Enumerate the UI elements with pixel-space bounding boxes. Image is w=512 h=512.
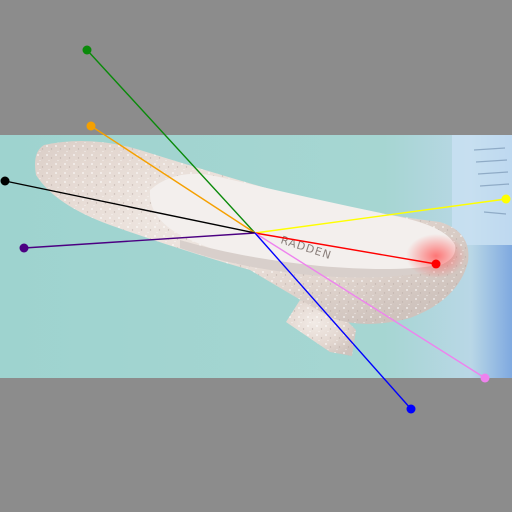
- backdrop-label-card: [452, 135, 512, 245]
- keypoint-orange: [86, 121, 96, 131]
- ray-purple: [23, 232, 256, 249]
- keypoint-green: [82, 45, 92, 55]
- ray-black: [4, 180, 256, 234]
- keypoint-red: [431, 259, 441, 269]
- ray-pink: [254, 232, 486, 379]
- keypoint-blue: [406, 404, 416, 414]
- ray-green: [86, 49, 256, 234]
- ray-blue: [254, 232, 412, 410]
- ray-yellow: [254, 198, 507, 234]
- top-letterbox: [0, 0, 512, 135]
- keypoint-yellow: [501, 194, 511, 204]
- red-glow: [406, 234, 466, 278]
- bottom-letterbox: [0, 378, 512, 512]
- shoe-lining: [149, 173, 456, 273]
- keypoint-pink: [480, 373, 490, 383]
- shoe-insole-shadow: [180, 240, 432, 278]
- keypoint-black: [0, 176, 10, 186]
- ray-orange: [90, 125, 256, 234]
- ray-red: [254, 232, 437, 265]
- keypoint-dots: [0, 45, 511, 414]
- keypoint-rays: [4, 49, 507, 410]
- label-card-text-lines: [473, 147, 510, 215]
- keypoint-purple: [19, 243, 29, 253]
